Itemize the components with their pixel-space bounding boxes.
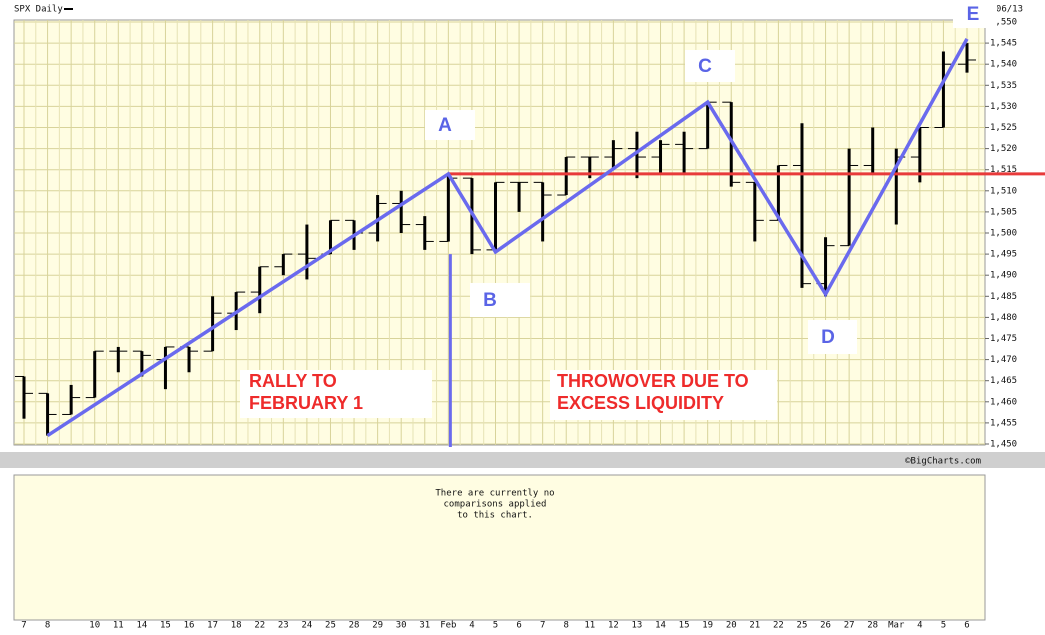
date-label: 3/06/13 [985,5,1023,15]
x-tick-label: 25 [797,621,808,631]
annotation: RALLY TO FEBRUARY 1 [249,371,363,413]
x-tick-label: 22 [773,621,784,631]
x-tick-label: 26 [820,621,831,631]
label-box [425,110,475,140]
x-tick-label: 23 [278,621,289,631]
y-tick-label: 1,545 [990,39,1017,49]
label-box [953,0,997,28]
y-tick-label: 1,510 [990,186,1017,196]
y-tick-label: 1,450 [990,440,1017,450]
x-tick-label: 15 [160,621,171,631]
y-tick-label: 1,455 [990,418,1017,428]
chart-title: SPX Daily [14,5,63,15]
y-tick-label: 1,480 [990,313,1017,323]
wave-line [46,38,969,438]
wave-label: B [483,290,497,311]
note: comparisons applied [444,500,547,510]
x-tick-label: 17 [207,621,218,631]
x-tick-label: 28 [349,621,360,631]
y-tick-label: 1,505 [990,207,1017,217]
x-tick-label: 30 [396,621,407,631]
annotations: A B C D E RALLY TO FEBRUARY 1 THROWOVER DUE TO E… [46,0,1045,447]
note: There are currently no [435,489,554,499]
x-tick-label: 21 [749,621,760,631]
credit: ©BigCharts.com [905,457,981,467]
x-tick-label: 8 [564,621,569,631]
x-tick-label: 29 [372,621,383,631]
x-tick-label: 10 [89,621,100,631]
y-tick-label: 1,530 [990,102,1017,112]
x-tick-label: 7 [540,621,545,631]
wave-label: C [698,56,712,77]
x-tick-label: 15 [679,621,690,631]
x-tick-label: 13 [632,621,643,631]
note: to this chart. [457,511,533,521]
x-tick-label: 19 [702,621,713,631]
x-tick-label: 22 [254,621,265,631]
x-tick-label: 14 [136,621,147,631]
comparison-panel [13,474,986,621]
annotation-box [550,370,777,420]
x-tick-label: Feb [440,621,456,631]
wave-label: A [438,115,452,136]
y-tick-label: 1,515 [990,165,1017,175]
annotation: THROWOVER DUE TO EXCESS LIQUIDITY [557,371,749,413]
y-tick-label: 1,500 [990,229,1017,239]
x-tick-label: 4 [917,621,922,631]
x-tick-label: 6 [516,621,521,631]
x-tick-label: 16 [184,621,195,631]
x-tick-label: 7 [21,621,26,631]
y-tick-label: 1,535 [990,81,1017,91]
x-tick-label: Mar [888,621,905,631]
x-tick-label: 8 [45,621,50,631]
x-tick-label: 6 [964,621,969,631]
label-box [685,50,735,82]
legend-swatch [64,8,73,10]
y-tick-label: 1,460 [990,397,1017,407]
x-tick-label: 25 [325,621,336,631]
wave-label: E [967,4,980,25]
y-tick-label: 1,550 [990,18,1017,28]
x-tick-label: 11 [113,621,124,631]
x-tick-label: 27 [844,621,855,631]
y-tick-label: 1,540 [990,60,1017,70]
label-box [808,320,857,354]
y-tick-label: 1,485 [990,292,1017,302]
x-tick-label: 11 [584,621,595,631]
x-tick-label: 24 [301,621,312,631]
x-tick-label: 28 [867,621,878,631]
label-box [470,283,530,317]
x-tick-label: 5 [941,621,946,631]
x-tick-label: 5 [493,621,498,631]
annotation-box [240,370,432,418]
y-tick-label: 1,475 [990,334,1017,344]
x-tick-label: 4 [469,621,474,631]
x-tick-label: 18 [231,621,242,631]
x-tick-label: 12 [608,621,619,631]
x-tick-label: 20 [726,621,737,631]
y-tick-label: 1,470 [990,355,1017,365]
wave-label: D [821,327,835,348]
y-tick-label: 1,525 [990,123,1017,133]
x-tick-label: 14 [655,621,666,631]
y-tick-label: 1,495 [990,250,1017,260]
separator [0,452,1045,468]
y-tick-label: 1,520 [990,144,1017,154]
x-tick-label: 31 [419,621,430,631]
y-tick-label: 1,490 [990,271,1017,281]
y-tick-label: 1,465 [990,376,1017,386]
